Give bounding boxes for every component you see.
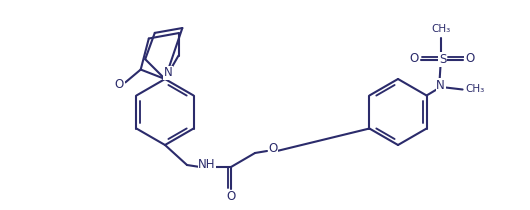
Text: N: N — [164, 67, 172, 80]
Text: CH₃: CH₃ — [431, 24, 450, 34]
Text: O: O — [268, 143, 278, 155]
Text: N: N — [436, 79, 445, 92]
Text: CH₃: CH₃ — [465, 84, 484, 94]
Text: O: O — [465, 52, 474, 65]
Text: O: O — [226, 190, 236, 203]
Text: O: O — [115, 78, 124, 91]
Text: S: S — [439, 53, 446, 66]
Text: O: O — [409, 52, 418, 65]
Text: NH: NH — [198, 159, 216, 172]
